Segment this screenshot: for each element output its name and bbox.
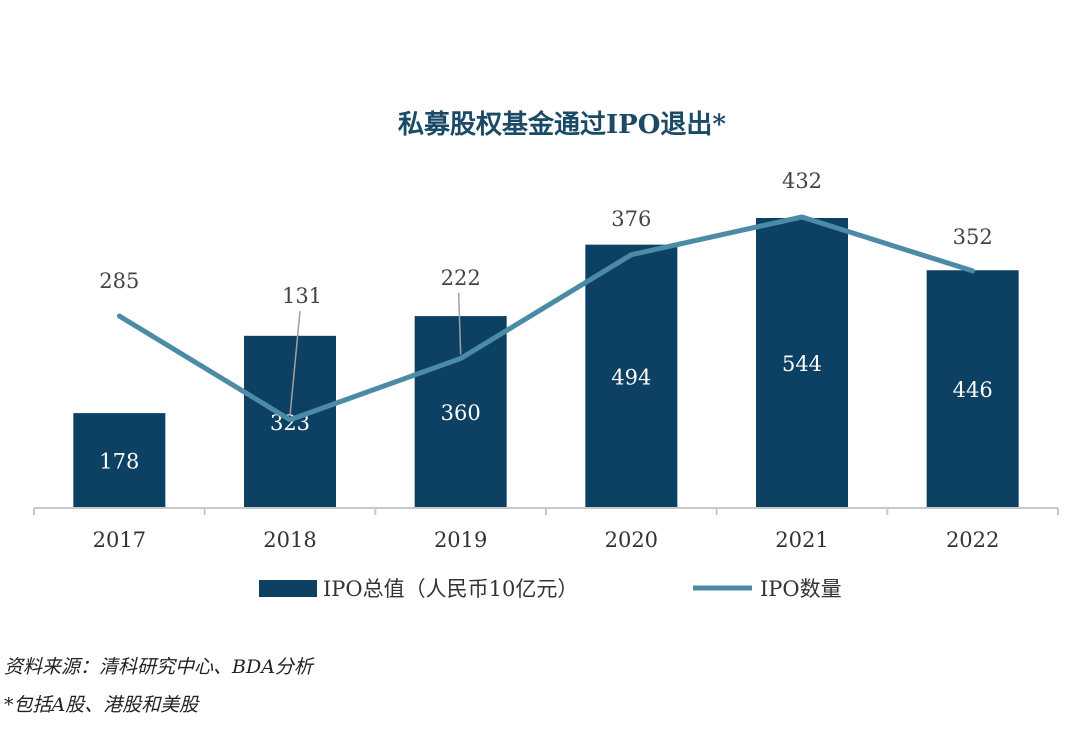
line-label-2020: 376 — [611, 207, 651, 231]
source-note: 资料来源：清科研究中心、BDA分析 — [4, 656, 313, 678]
line-label-2022: 352 — [953, 225, 993, 249]
line-series: 285 131 222 376 432 352 — [99, 169, 993, 423]
x-tick-2017: 2017 — [93, 528, 146, 552]
leader-line-2018 — [289, 310, 301, 416]
x-tick-2020: 2020 — [605, 528, 658, 552]
legend-bar-swatch — [259, 580, 317, 597]
bar-label-2017: 178 — [99, 450, 139, 474]
legend-bar-label: IPO总值（人民币10亿元） — [323, 577, 578, 601]
legend: IPO总值（人民币10亿元） IPO数量 — [259, 577, 842, 601]
x-axis: 2017 2018 2019 2020 2021 2022 — [33, 507, 1059, 552]
x-tick-2022: 2022 — [946, 528, 999, 552]
line-label-2019: 222 — [441, 266, 481, 290]
bar-label-2022: 446 — [953, 378, 993, 402]
bar-2021 — [756, 218, 848, 508]
bar-2022 — [926, 270, 1019, 508]
line-label-2021: 432 — [782, 169, 822, 193]
bar-label-2020: 494 — [611, 365, 651, 389]
bar-label-2019: 360 — [441, 401, 481, 425]
x-tick-2019: 2019 — [434, 528, 487, 552]
x-tick-2018: 2018 — [263, 528, 316, 552]
legend-line-label: IPO数量 — [760, 577, 842, 601]
line-label-2017: 285 — [99, 269, 139, 293]
x-tick-2021: 2021 — [775, 528, 828, 552]
footnote: *包括A股、港股和美股 — [4, 694, 199, 716]
bar-2017 — [73, 413, 166, 508]
bar-label-2021: 544 — [782, 352, 822, 376]
line-path — [116, 214, 976, 423]
leader-line-2019 — [457, 292, 462, 355]
bar-2020 — [585, 244, 678, 508]
line-label-2018: 131 — [282, 284, 322, 308]
chart-title: 私募股权基金通过IPO退出* — [398, 109, 726, 140]
